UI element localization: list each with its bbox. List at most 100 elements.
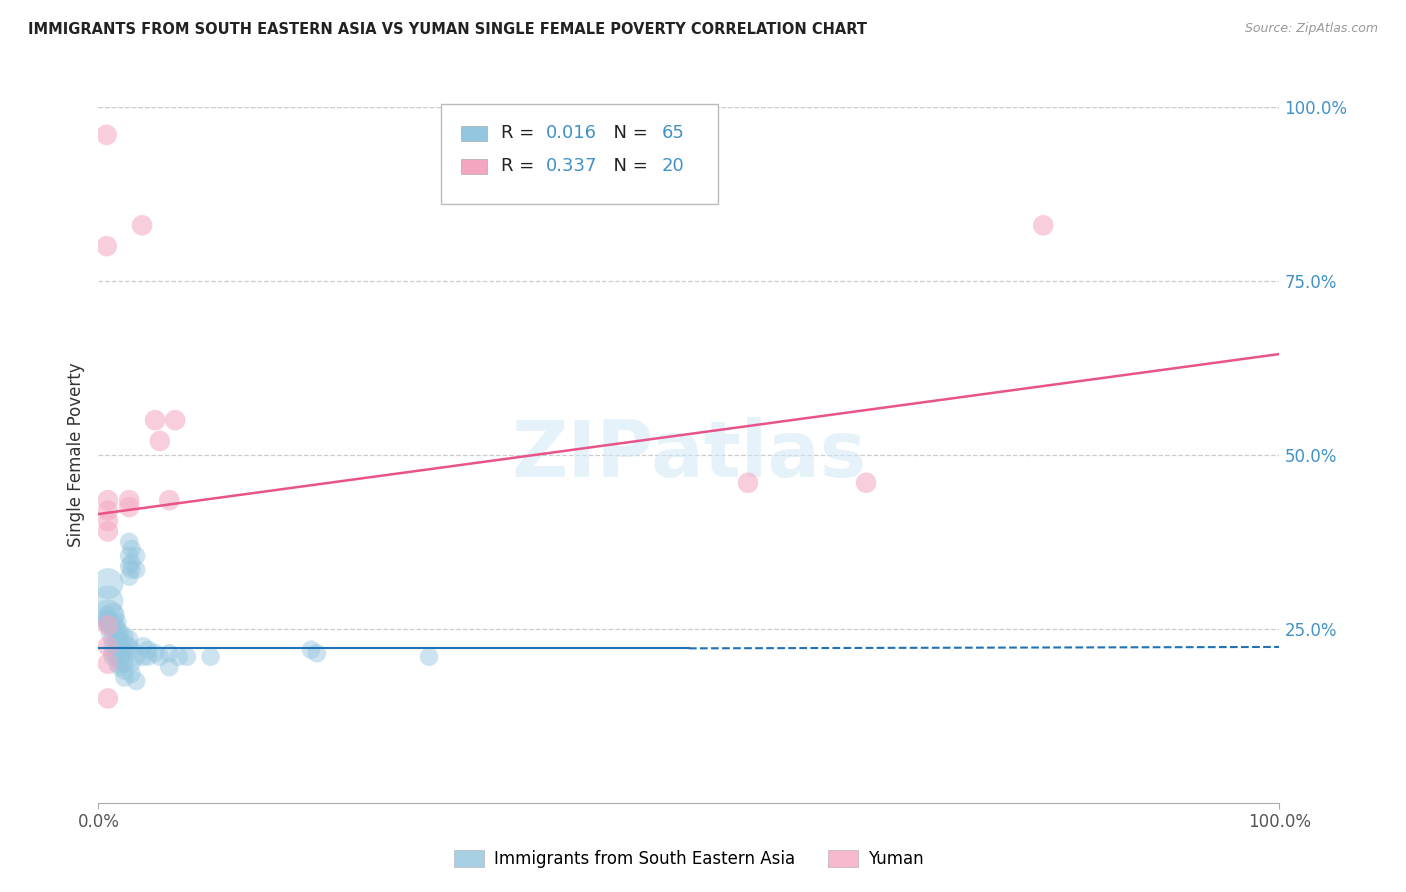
Point bbox=[105, 615, 128, 629]
Point bbox=[121, 541, 143, 556]
Point bbox=[118, 500, 141, 514]
Point bbox=[101, 649, 124, 664]
Point bbox=[101, 646, 124, 660]
Point bbox=[136, 642, 159, 657]
Point bbox=[97, 657, 120, 671]
Text: IMMIGRANTS FROM SOUTH EASTERN ASIA VS YUMAN SINGLE FEMALE POVERTY CORRELATION CH: IMMIGRANTS FROM SOUTH EASTERN ASIA VS YU… bbox=[28, 22, 868, 37]
Point bbox=[200, 649, 222, 664]
Y-axis label: Single Female Poverty: Single Female Poverty bbox=[66, 363, 84, 547]
Point bbox=[125, 549, 148, 563]
Point bbox=[136, 649, 159, 664]
Point bbox=[1032, 219, 1054, 233]
Point bbox=[125, 674, 148, 689]
Point bbox=[108, 625, 131, 640]
Point bbox=[118, 559, 141, 574]
Text: Source: ZipAtlas.com: Source: ZipAtlas.com bbox=[1244, 22, 1378, 36]
Point bbox=[101, 632, 124, 647]
Point bbox=[157, 660, 180, 674]
Point bbox=[418, 649, 440, 664]
Text: 0.016: 0.016 bbox=[546, 125, 598, 143]
FancyBboxPatch shape bbox=[461, 159, 486, 174]
Point bbox=[101, 639, 124, 653]
Point bbox=[143, 646, 166, 660]
Point bbox=[105, 636, 128, 650]
Point bbox=[149, 649, 172, 664]
Point bbox=[112, 657, 135, 671]
Point bbox=[132, 649, 155, 664]
Point bbox=[118, 570, 141, 584]
Point bbox=[125, 563, 148, 577]
Text: N =: N = bbox=[602, 125, 652, 143]
Point bbox=[855, 475, 877, 490]
Text: 65: 65 bbox=[662, 125, 685, 143]
Text: 0.337: 0.337 bbox=[546, 157, 598, 175]
Point bbox=[112, 671, 135, 685]
Point bbox=[112, 664, 135, 678]
Point bbox=[121, 563, 143, 577]
FancyBboxPatch shape bbox=[441, 103, 718, 204]
Point bbox=[105, 649, 128, 664]
Point bbox=[305, 646, 328, 660]
Point bbox=[97, 524, 120, 539]
Text: 20: 20 bbox=[662, 157, 685, 175]
Point bbox=[737, 475, 759, 490]
Point bbox=[97, 503, 120, 517]
Point bbox=[118, 639, 141, 653]
Point bbox=[97, 618, 120, 632]
Point bbox=[157, 493, 180, 508]
FancyBboxPatch shape bbox=[461, 126, 486, 141]
Point bbox=[108, 660, 131, 674]
Text: R =: R = bbox=[501, 157, 540, 175]
Point bbox=[108, 653, 131, 667]
Point bbox=[118, 632, 141, 647]
Point bbox=[108, 646, 131, 660]
Point bbox=[96, 607, 118, 622]
Point bbox=[121, 642, 143, 657]
Point bbox=[97, 576, 120, 591]
Point bbox=[157, 646, 180, 660]
Point bbox=[132, 639, 155, 653]
Point bbox=[167, 649, 190, 664]
Point bbox=[299, 642, 322, 657]
Point bbox=[112, 636, 135, 650]
Point bbox=[121, 556, 143, 570]
Point bbox=[97, 514, 120, 528]
Point bbox=[97, 615, 120, 629]
Point bbox=[105, 622, 128, 636]
Point bbox=[101, 607, 124, 622]
Point bbox=[125, 649, 148, 664]
Point bbox=[121, 657, 143, 671]
Point bbox=[112, 629, 135, 643]
Point bbox=[118, 549, 141, 563]
Point bbox=[96, 611, 118, 625]
Point bbox=[97, 639, 120, 653]
Point bbox=[131, 219, 153, 233]
Point bbox=[108, 632, 131, 647]
Point bbox=[165, 413, 187, 427]
Text: ZIPatlas: ZIPatlas bbox=[512, 417, 866, 493]
Point bbox=[96, 128, 118, 142]
Point bbox=[97, 493, 120, 508]
Legend: Immigrants from South Eastern Asia, Yuman: Immigrants from South Eastern Asia, Yuma… bbox=[447, 843, 931, 874]
Point bbox=[118, 493, 141, 508]
Point bbox=[149, 434, 172, 448]
Text: R =: R = bbox=[501, 125, 540, 143]
Point bbox=[96, 615, 118, 629]
Point bbox=[101, 625, 124, 640]
Point bbox=[105, 657, 128, 671]
Point bbox=[112, 649, 135, 664]
Point bbox=[108, 639, 131, 653]
Point bbox=[101, 618, 124, 632]
Point bbox=[97, 607, 120, 622]
Point bbox=[176, 649, 198, 664]
Point bbox=[97, 691, 120, 706]
Point bbox=[143, 413, 166, 427]
Point bbox=[112, 642, 135, 657]
Point bbox=[96, 239, 118, 253]
Text: N =: N = bbox=[602, 157, 652, 175]
Point bbox=[97, 594, 120, 608]
Point bbox=[121, 667, 143, 681]
Point bbox=[98, 618, 121, 632]
Point bbox=[105, 629, 128, 643]
Point bbox=[118, 535, 141, 549]
